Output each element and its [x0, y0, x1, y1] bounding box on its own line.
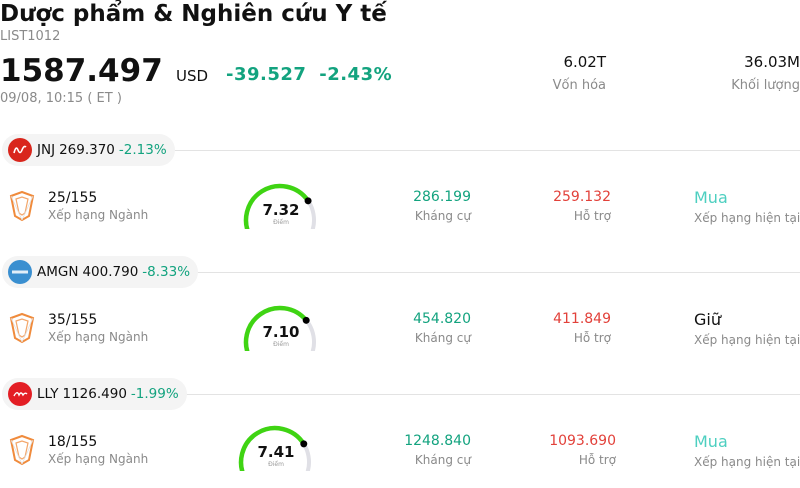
support-value: 411.849 [553, 311, 611, 327]
current-rating-label: Xếp hạng hiện tại [694, 455, 800, 469]
industry-rank: 18/155 [48, 434, 98, 450]
resistance-value: 454.820 [413, 311, 471, 327]
timestamp: 09/08, 10:15 ( ET ) [0, 91, 122, 106]
stock-change: -8.33% [142, 264, 191, 280]
score-label: Điểm [273, 219, 289, 226]
score-gauge [243, 305, 316, 351]
market-cap-label: Vốn hóa [552, 78, 606, 93]
support-value: 1093.690 [549, 433, 616, 449]
change-percent: -2.43% [319, 64, 393, 85]
stock-change: -1.99% [130, 386, 179, 402]
volume-label: Khối lượng [731, 78, 800, 93]
stock-chip[interactable]: AMGN 400.790 -8.33% [2, 256, 199, 288]
jnj-logo [8, 138, 32, 162]
support-label: Hỗ trợ [578, 453, 616, 467]
industry-rank-icon [8, 312, 36, 348]
score-gauge [238, 425, 311, 471]
industry-rank-icon [8, 434, 36, 470]
support-label: Hỗ trợ [573, 209, 611, 223]
row-divider [170, 272, 800, 273]
list-code: LIST1012 [0, 29, 61, 44]
score-label: Điểm [273, 341, 289, 348]
stock-price: 269.370 [59, 142, 115, 158]
resistance-value: 1248.840 [404, 433, 471, 449]
industry-rank-label: Xếp hạng Ngành [48, 208, 149, 222]
support-label: Hỗ trợ [573, 331, 611, 345]
ticker: JNJ [37, 142, 56, 158]
currency-label: USD [176, 67, 209, 85]
industry-rank-label: Xếp hạng Ngành [48, 452, 149, 466]
ticker: AMGN [37, 264, 79, 280]
stock-chip[interactable]: LLY 1126.490 -1.99% [2, 378, 187, 410]
resistance-label: Kháng cự [414, 331, 471, 345]
change-value: -39.527 [226, 64, 307, 85]
current-rating: Mua [694, 188, 728, 207]
market-cap-value: 6.02T [563, 53, 606, 71]
ticker: LLY [37, 386, 59, 402]
volume-value: 36.03M [744, 53, 800, 71]
stock-price: 400.790 [82, 264, 139, 280]
score-label: Điểm [268, 461, 284, 468]
current-rating-label: Xếp hạng hiện tại [694, 333, 800, 347]
support-value: 259.132 [553, 189, 611, 205]
index-price: 1587.497 [0, 53, 163, 89]
current-rating: Giữ [694, 310, 721, 329]
resistance-label: Kháng cự [414, 453, 471, 467]
stock-price: 1126.490 [62, 386, 127, 402]
row-divider [170, 394, 800, 395]
lly-logo [8, 382, 32, 406]
score-gauge [243, 183, 316, 229]
score-value: 7.32 [262, 201, 300, 219]
resistance-value: 286.199 [413, 189, 471, 205]
score-value: 7.41 [257, 443, 295, 461]
industry-rank-icon [8, 190, 36, 226]
industry-rank: 35/155 [48, 312, 98, 328]
stock-chip[interactable]: JNJ 269.370 -2.13% [2, 134, 175, 166]
current-rating: Mua [694, 432, 728, 451]
industry-rank: 25/155 [48, 190, 98, 206]
industry-rank-label: Xếp hạng Ngành [48, 330, 149, 344]
stock-change: -2.13% [118, 142, 167, 158]
page-title: Dược phẩm & Nghiên cứu Y tế [0, 1, 387, 27]
amgn-logo [8, 260, 32, 284]
current-rating-label: Xếp hạng hiện tại [694, 211, 800, 225]
score-value: 7.10 [262, 323, 300, 341]
price-change: -39.527 -2.43% [226, 64, 392, 85]
resistance-label: Kháng cự [414, 209, 471, 223]
row-divider [170, 150, 800, 151]
